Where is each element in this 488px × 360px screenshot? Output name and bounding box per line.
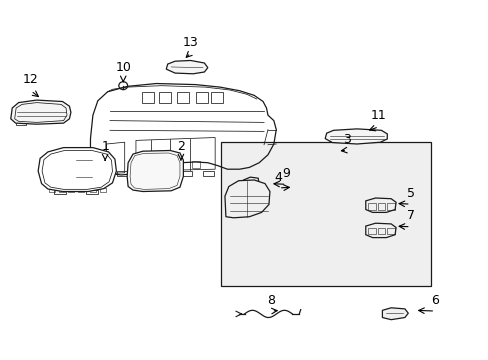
Bar	[117, 171, 128, 176]
Text: 5: 5	[406, 187, 414, 200]
Bar	[54, 190, 66, 194]
Polygon shape	[38, 148, 116, 192]
Bar	[142, 92, 154, 103]
Polygon shape	[243, 177, 259, 188]
Bar	[181, 171, 191, 176]
Bar	[138, 161, 146, 168]
Bar	[211, 92, 223, 103]
Bar	[377, 203, 385, 210]
Bar	[203, 171, 213, 176]
Bar	[342, 136, 353, 142]
Text: 13: 13	[183, 36, 198, 49]
Text: 4: 4	[274, 171, 282, 184]
Polygon shape	[11, 100, 71, 124]
Bar	[85, 190, 98, 194]
Bar	[369, 136, 381, 142]
Polygon shape	[382, 308, 407, 320]
Text: 7: 7	[406, 210, 414, 222]
Bar	[386, 203, 394, 210]
Bar	[367, 203, 375, 210]
Text: 9: 9	[282, 167, 290, 180]
Text: 6: 6	[430, 294, 438, 307]
Bar	[100, 188, 106, 192]
Text: 12: 12	[23, 73, 39, 86]
Polygon shape	[365, 223, 395, 238]
Bar	[195, 92, 207, 103]
Bar	[172, 161, 181, 168]
Bar	[159, 92, 171, 103]
Bar	[377, 228, 385, 234]
Bar	[355, 136, 367, 142]
Bar	[221, 142, 430, 286]
Bar	[78, 188, 84, 192]
Bar	[328, 136, 340, 142]
Bar	[191, 161, 200, 168]
Polygon shape	[127, 150, 183, 192]
Polygon shape	[365, 198, 395, 212]
Bar	[68, 188, 74, 192]
Bar	[386, 228, 394, 234]
Text: 10: 10	[115, 61, 131, 74]
Text: 3: 3	[343, 133, 350, 146]
Polygon shape	[224, 180, 269, 218]
Bar	[90, 188, 96, 192]
Bar	[49, 188, 55, 192]
Text: 1: 1	[101, 140, 109, 153]
Text: 2: 2	[177, 140, 184, 153]
Bar	[16, 121, 26, 125]
Text: 11: 11	[370, 109, 386, 122]
Polygon shape	[166, 60, 207, 74]
Bar	[177, 92, 189, 103]
Bar	[153, 161, 162, 168]
Bar	[59, 188, 64, 192]
Bar	[137, 171, 147, 176]
Polygon shape	[325, 129, 386, 144]
Text: 8: 8	[267, 294, 275, 307]
Bar	[367, 228, 375, 234]
